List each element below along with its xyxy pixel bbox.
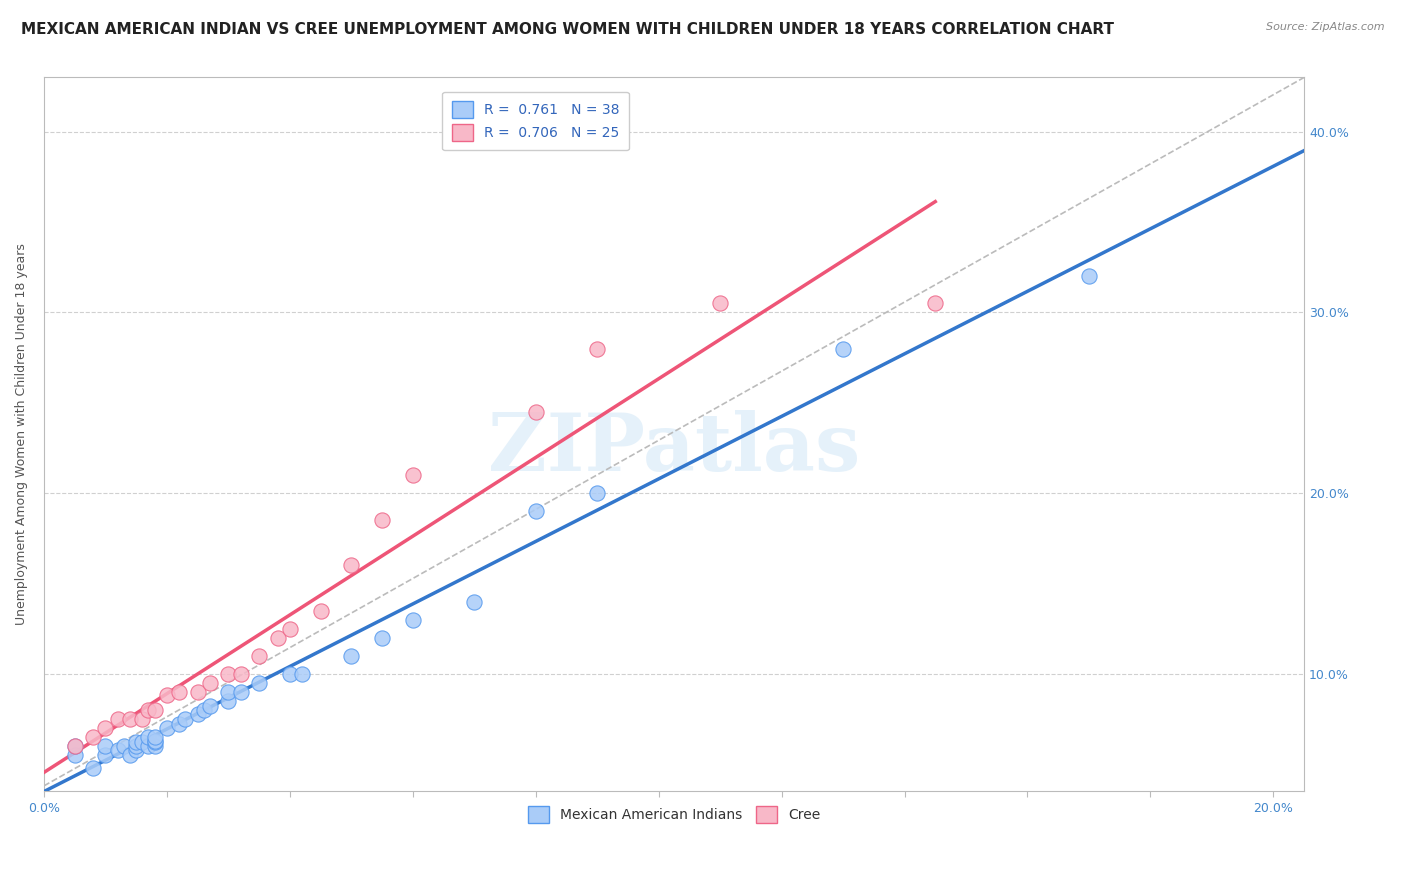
Point (131, 712, 153, 726)
Point (94, 721, 117, 735)
Point (94, 748, 117, 763)
Point (174, 712, 197, 726)
Point (138, 730, 160, 744)
Text: ZIPatlas: ZIPatlas (488, 409, 860, 488)
Point (247, 648, 270, 663)
Point (143, 733, 166, 747)
Point (217, 685, 239, 699)
Point (586, 342, 609, 356)
Point (402, 468, 425, 483)
Point (524, 504, 547, 518)
Point (138, 703, 160, 717)
Point (143, 735, 166, 749)
Point (63, 739, 86, 753)
Point (709, 296, 731, 310)
Point (125, 742, 148, 756)
Text: Source: ZipAtlas.com: Source: ZipAtlas.com (1267, 22, 1385, 32)
Point (924, 296, 946, 310)
Point (167, 717, 190, 731)
Point (63, 748, 86, 763)
Point (187, 706, 209, 721)
Point (125, 735, 148, 749)
Point (832, 342, 855, 356)
Point (229, 666, 252, 681)
Point (131, 735, 153, 749)
Point (291, 666, 314, 681)
Point (266, 631, 288, 645)
Point (340, 558, 363, 573)
Point (82, 761, 104, 775)
Point (187, 685, 209, 699)
Text: MEXICAN AMERICAN INDIAN VS CREE UNEMPLOYMENT AMONG WOMEN WITH CHILDREN UNDER 18 : MEXICAN AMERICAN INDIAN VS CREE UNEMPLOY… (21, 22, 1114, 37)
Point (463, 594, 485, 608)
Point (118, 712, 141, 726)
Point (193, 703, 215, 717)
Point (524, 405, 547, 419)
Point (107, 712, 129, 726)
Point (217, 694, 239, 708)
Point (143, 739, 166, 753)
Point (402, 613, 425, 627)
Point (143, 703, 166, 717)
Point (63, 739, 86, 753)
Point (125, 739, 148, 753)
Point (198, 676, 221, 690)
Point (1077, 269, 1099, 284)
Point (156, 721, 179, 735)
Point (143, 730, 166, 744)
Legend: Mexican American Indians, Cree: Mexican American Indians, Cree (517, 795, 831, 834)
Y-axis label: Unemployment Among Women with Children Under 18 years: Unemployment Among Women with Children U… (15, 244, 28, 625)
Point (107, 742, 129, 756)
Point (247, 676, 270, 690)
Point (118, 748, 141, 763)
Point (198, 699, 221, 714)
Point (138, 739, 160, 753)
Point (278, 666, 301, 681)
Point (82, 730, 104, 744)
Point (371, 631, 394, 645)
Point (586, 486, 609, 500)
Point (371, 513, 394, 527)
Point (217, 666, 239, 681)
Point (94, 739, 117, 753)
Point (340, 648, 363, 663)
Point (112, 739, 135, 753)
Point (309, 603, 332, 617)
Point (167, 685, 190, 699)
Point (229, 685, 252, 699)
Point (156, 689, 179, 703)
Point (278, 622, 301, 636)
